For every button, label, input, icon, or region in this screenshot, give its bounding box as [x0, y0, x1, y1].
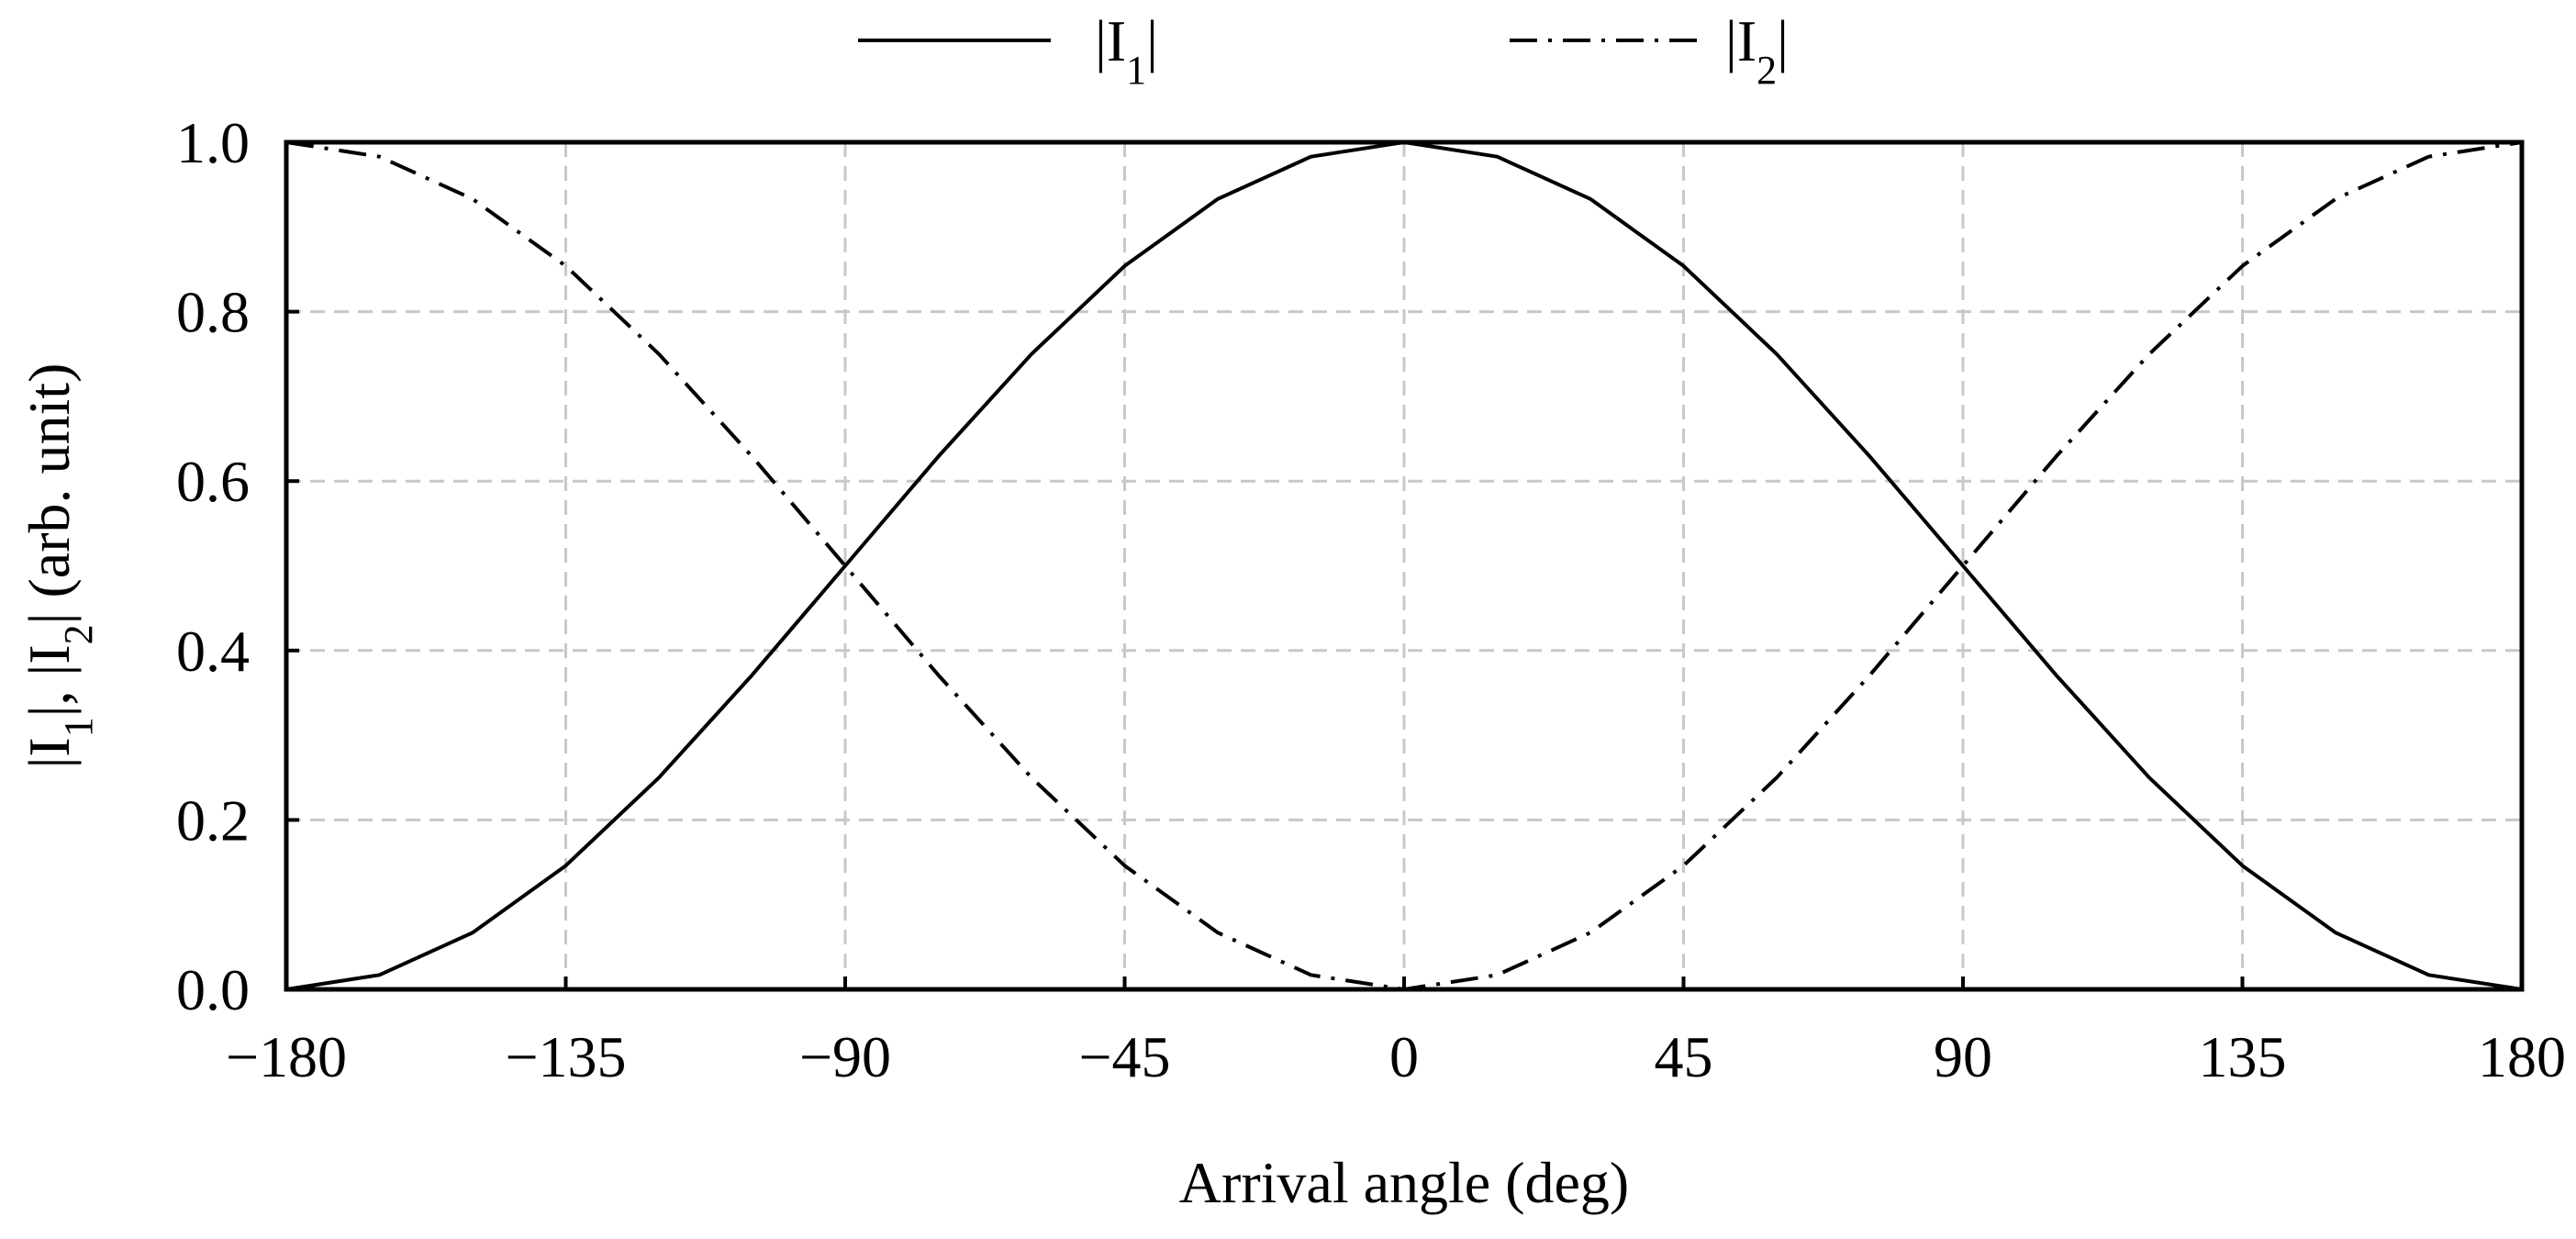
label-part: |, |I [17, 644, 82, 717]
y-tick-label: 0.0 [176, 957, 250, 1022]
x-tick-label: −45 [1078, 1024, 1170, 1089]
subscript: 1 [1126, 48, 1146, 93]
legend-label-2: |I2| [1725, 8, 1789, 93]
legend-label-1: |I1| [1095, 8, 1158, 93]
y-tick-labels: 0.0 0.2 0.4 0.6 0.8 1.0 [176, 110, 299, 1022]
x-tick-label: 180 [2478, 1024, 2566, 1089]
grid [286, 142, 2522, 989]
y-tick-label: 0.4 [176, 619, 250, 684]
x-tick-label: 135 [2199, 1024, 2287, 1089]
x-tick-label: −135 [505, 1024, 626, 1089]
x-tick-label: 45 [1655, 1024, 1713, 1089]
x-axis-label: Arrival angle (deg) [1179, 1150, 1629, 1215]
legend: |I1| |I2| [858, 8, 1789, 93]
subscript: 2 [1756, 48, 1777, 93]
y-tick-label: 0.2 [176, 787, 250, 853]
y-axis-label: |I1|, |I2| (arb. unit) [17, 363, 101, 769]
y-tick-label: 0.8 [176, 280, 250, 345]
label-part: | [1146, 8, 1158, 73]
x-tick-label: −180 [226, 1024, 347, 1089]
subscript: 2 [56, 624, 101, 644]
label-part: |I [1725, 8, 1756, 73]
y-tick-label: 0.6 [176, 449, 250, 514]
x-tick-labels: −180 −135 −90 −45 0 45 90 135 180 [226, 977, 2566, 1089]
y-tick-label: 1.0 [176, 110, 250, 175]
x-tick-label: 0 [1389, 1024, 1419, 1089]
x-tick-label: −90 [799, 1024, 891, 1089]
label-part: |I [17, 737, 82, 768]
label-part: | (arb. unit) [17, 363, 82, 625]
label-part: | [1777, 8, 1789, 73]
label-part: |I [1095, 8, 1126, 73]
subscript: 1 [56, 717, 101, 737]
x-tick-label: 90 [1934, 1024, 1992, 1089]
